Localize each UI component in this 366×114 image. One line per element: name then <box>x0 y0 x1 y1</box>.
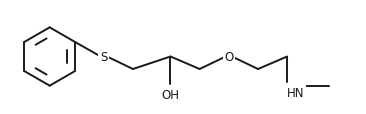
Text: S: S <box>100 51 108 63</box>
Text: HN: HN <box>287 86 305 99</box>
Text: O: O <box>224 51 234 63</box>
Text: OH: OH <box>161 88 179 101</box>
